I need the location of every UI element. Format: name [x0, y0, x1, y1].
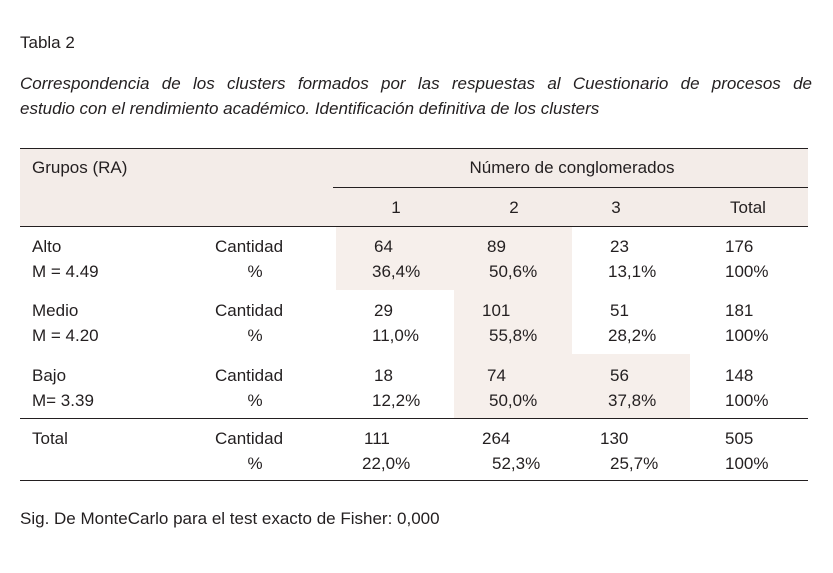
table-footnote: Sig. De MonteCarlo para el test exacto d…: [20, 509, 440, 528]
column-header: 1: [391, 198, 401, 217]
group-name: Medio: [32, 301, 79, 320]
count-cell: 64: [374, 237, 393, 256]
column-header: 2: [509, 198, 519, 217]
percent-cell: 100%: [725, 391, 769, 410]
count-cell: 74: [487, 366, 506, 385]
header-group-label: Número de conglomerados: [469, 158, 675, 177]
count-cell: 111: [364, 429, 390, 448]
percent-cell: 25,7%: [610, 454, 659, 473]
percent-label: %: [247, 454, 263, 473]
percent-cell: 22,0%: [362, 454, 411, 473]
group-name: Bajo: [32, 366, 67, 385]
top-rule: [20, 148, 808, 149]
spanner-rule: [333, 187, 808, 188]
percent-cell: 36,4%: [372, 262, 421, 281]
caption-line-2: estudio con el rendimiento académico. Id…: [20, 99, 600, 118]
percent-cell: 50,6%: [489, 262, 538, 281]
percent-cell: 28,2%: [608, 326, 657, 345]
count-cell: 181: [725, 301, 754, 320]
percent-cell: 12,2%: [372, 391, 421, 410]
group-name: Alto: [32, 237, 62, 256]
highlight-cell: [454, 226, 572, 354]
cantidad-label: Cantidad: [215, 301, 284, 320]
percent-label: %: [247, 391, 263, 410]
percent-cell: 100%: [725, 454, 769, 473]
percent-label: %: [247, 262, 263, 281]
header-rule: [20, 226, 808, 227]
table-label: Tabla 2: [20, 33, 75, 52]
percent-cell: 52,3%: [492, 454, 541, 473]
header-row-label: Grupos (RA): [32, 158, 128, 177]
group-mean: M= 3.39: [32, 391, 94, 410]
group-mean: M = 4.49: [32, 262, 99, 281]
group-mean: M = 4.20: [32, 326, 99, 345]
percent-cell: 50,0%: [489, 391, 538, 410]
count-cell: 23: [610, 237, 629, 256]
column-header: Total: [730, 198, 766, 217]
count-cell: 505: [725, 429, 754, 448]
percent-cell: 13,1%: [608, 262, 657, 281]
cantidad-label: Cantidad: [215, 237, 284, 256]
percent-label: %: [247, 326, 263, 345]
bottom-rule: [20, 480, 808, 481]
column-header: 3: [611, 198, 621, 217]
total-rule: [20, 418, 808, 419]
percent-cell: 100%: [725, 262, 769, 281]
highlight-cell: [454, 354, 690, 418]
percent-cell: 55,8%: [489, 326, 538, 345]
count-cell: 51: [610, 301, 629, 320]
count-cell: 56: [610, 366, 629, 385]
count-cell: 101: [482, 301, 511, 320]
count-cell: 264: [482, 429, 511, 448]
cantidad-label: Cantidad: [215, 429, 284, 448]
count-cell: 130: [600, 429, 629, 448]
group-name: Total: [32, 429, 68, 448]
percent-cell: 100%: [725, 326, 769, 345]
count-cell: 29: [374, 301, 393, 320]
percent-cell: 11,0%: [372, 326, 419, 345]
count-cell: 148: [725, 366, 754, 385]
percent-cell: 37,8%: [608, 391, 657, 410]
count-cell: 176: [725, 237, 754, 256]
cantidad-label: Cantidad: [215, 366, 284, 385]
highlight-cell: [336, 226, 454, 290]
count-cell: 18: [374, 366, 393, 385]
caption-line-1: Correspondencia de los clusters formados…: [20, 74, 812, 93]
count-cell: 89: [487, 237, 506, 256]
